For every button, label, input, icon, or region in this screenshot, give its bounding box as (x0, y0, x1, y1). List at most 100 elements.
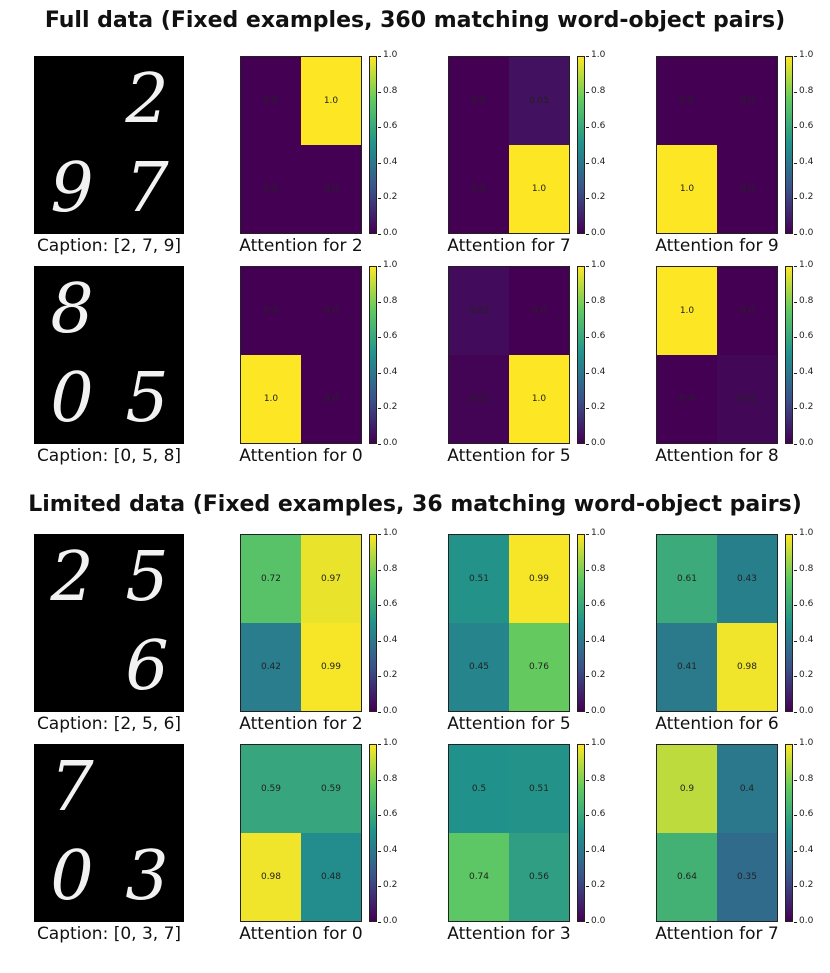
colorbar-tick-label: 1.0 (377, 738, 398, 748)
colorbar-tick-label: 0.2 (377, 880, 398, 891)
colorbar-tick-label: 0.2 (793, 402, 814, 413)
colorbar-tick-label: 0.2 (585, 192, 606, 203)
colorbar-tick-label: 0.0 (793, 706, 814, 716)
digit-glyph: 5 (125, 359, 169, 438)
heatmap-cell: 0.99 (509, 535, 569, 623)
colorbar (785, 266, 793, 444)
heatmap-cell: 0.02 (717, 355, 777, 443)
colorbar-tick-label: 0.8 (377, 85, 398, 96)
heatmap-cell: 0.0 (717, 57, 777, 145)
attention-heatmap: 0.0 0.0 1.0 0.0 (240, 266, 362, 444)
colorbar (577, 56, 585, 234)
heatmap-cell: 0.9 (657, 745, 717, 833)
heatmap-cell: 0.0 (241, 57, 301, 145)
colorbar-tick-label: 0.8 (793, 85, 814, 96)
colorbar-tick-label: 1.0 (585, 260, 606, 270)
section-title-2: Limited data (Fixed examples, 36 matchin… (28, 492, 802, 517)
heatmap-cell: 0.03 (449, 267, 509, 355)
digit-glyph: 2 (50, 538, 94, 617)
colorbar-tick-label: 0.4 (585, 156, 606, 167)
attention-map-title: Attention for 6 (655, 714, 779, 734)
colorbar-tick-label: 0.4 (793, 156, 814, 167)
heatmap-cell: 0.61 (657, 535, 717, 623)
attention-map-title: Attention for 0 (239, 446, 363, 466)
colorbar-tick-label: 1.0 (793, 528, 814, 538)
image-caption: Caption: [0, 3, 7] (36, 924, 182, 944)
heatmap-cell: 0.5 (449, 745, 509, 833)
digit-glyph: 0 (50, 359, 94, 438)
heatmap-cell: 0.51 (449, 535, 509, 623)
colorbar (369, 534, 377, 712)
heatmap-cell: 0.59 (301, 745, 361, 833)
colorbar-tick-label: 0.6 (793, 809, 814, 820)
colorbar-tick-label: 0.8 (585, 295, 606, 306)
colorbar-tick-label: 0.8 (793, 773, 814, 784)
colorbar-tick-label: 0.2 (585, 880, 606, 891)
heatmap-cell: 0.0 (301, 355, 361, 443)
heatmap-cell: 0.98 (717, 623, 777, 711)
colorbar-tick-label: 0.6 (377, 599, 398, 610)
colorbar-tick-label: 1.0 (377, 50, 398, 60)
heatmap-cell: 0.0 (241, 267, 301, 355)
colorbar-tick-label: 0.0 (793, 228, 814, 238)
attention-map-title: Attention for 7 (655, 924, 779, 944)
attention-map-title: Attention for 5 (447, 714, 571, 734)
colorbar-tick-label: 0.2 (793, 670, 814, 681)
heatmap-cell: 0.41 (657, 623, 717, 711)
attention-map-title: Attention for 2 (239, 236, 363, 256)
attention-map-title: Attention for 5 (447, 446, 571, 466)
heatmap-cell: 0.51 (509, 745, 569, 833)
colorbar-tick-label: 0.6 (793, 121, 814, 132)
colorbar-tick-label: 1.0 (793, 738, 814, 748)
colorbar-tick-label: 0.6 (793, 331, 814, 342)
heatmap-cell: 0.05 (509, 57, 569, 145)
colorbar-tick-label: 0.6 (793, 599, 814, 610)
heatmap-cell: 0.97 (301, 535, 361, 623)
attention-heatmap: 0.59 0.59 0.98 0.48 (240, 744, 362, 922)
heatmap-cell: 0.0 (449, 57, 509, 145)
attention-map-title: Attention for 7 (447, 236, 571, 256)
heatmap-cell: 0.4 (717, 745, 777, 833)
colorbar-tick-label: 0.8 (377, 773, 398, 784)
colorbar-tick-label: 0.8 (793, 295, 814, 306)
attention-heatmap: 0.72 0.97 0.42 0.99 (240, 534, 362, 712)
digit-glyph: 5 (125, 538, 169, 617)
colorbar-tick-label: 1.0 (377, 260, 398, 270)
heatmap-cell: 0.0 (509, 267, 569, 355)
heatmap-cell: 0.43 (717, 535, 777, 623)
attention-map-title: Attention for 0 (239, 924, 363, 944)
colorbar-tick-label: 0.0 (585, 706, 606, 716)
colorbar-tick-label: 1.0 (793, 50, 814, 60)
heatmap-cell: 1.0 (657, 267, 717, 355)
colorbar-tick-label: 0.4 (585, 634, 606, 645)
heatmap-cell: 1.0 (509, 355, 569, 443)
heatmap-cell: 0.99 (301, 623, 361, 711)
digit-glyph: 9 (50, 149, 94, 228)
colorbar-tick-label: 0.8 (377, 295, 398, 306)
colorbar-tick-label: 0.0 (377, 916, 398, 926)
colorbar-tick-label: 0.6 (585, 599, 606, 610)
heatmap-cell: 0.35 (717, 833, 777, 921)
heatmap-cell: 0.0 (657, 355, 717, 443)
heatmap-cell: 0.56 (509, 833, 569, 921)
heatmap-cell: 1.0 (301, 57, 361, 145)
heatmap-cell: 0.72 (241, 535, 301, 623)
colorbar-tick-label: 1.0 (377, 528, 398, 538)
section-title-1: Full data (Fixed examples, 360 matching … (44, 8, 786, 33)
image-caption: Caption: [0, 5, 8] (36, 446, 182, 466)
digit-glyph: 7 (125, 149, 169, 228)
heatmap-cell: 0.0 (717, 145, 777, 233)
heatmap-cell: 1.0 (657, 145, 717, 233)
heatmap-cell: 0.74 (449, 833, 509, 921)
colorbar-tick-label: 0.2 (377, 670, 398, 681)
colorbar (369, 744, 377, 922)
colorbar-tick-label: 0.6 (377, 809, 398, 820)
colorbar-tick-label: 0.8 (377, 563, 398, 574)
colorbar (785, 56, 793, 234)
colorbar-tick-label: 0.6 (377, 121, 398, 132)
colorbar (577, 266, 585, 444)
heatmap-cell: 0.98 (241, 833, 301, 921)
